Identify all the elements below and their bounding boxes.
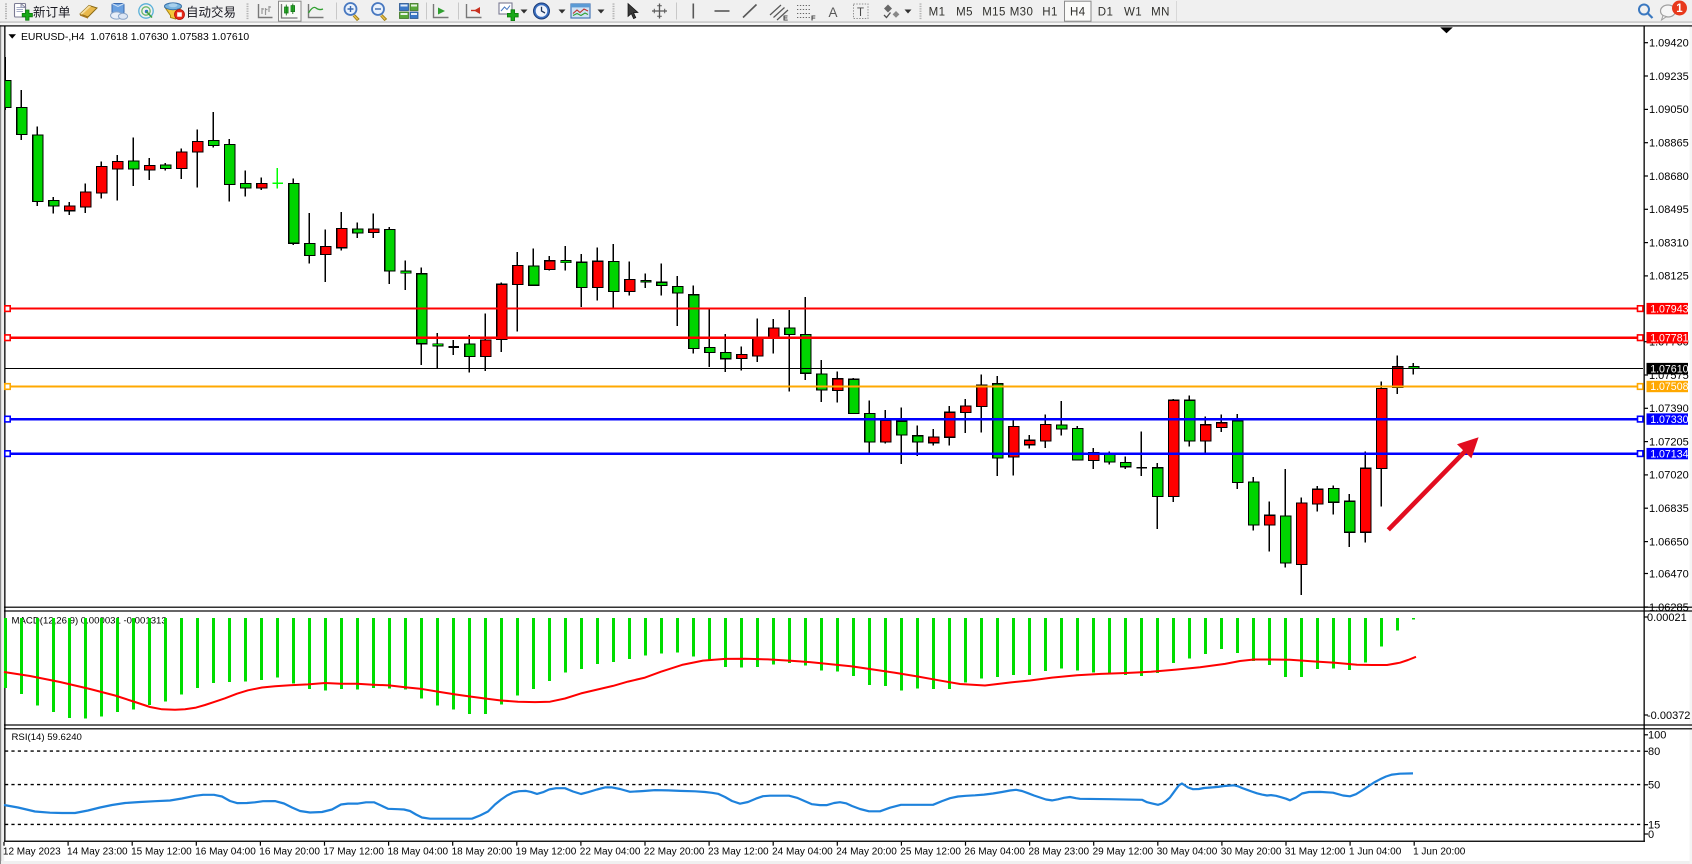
svg-text:15: 15 (1648, 819, 1660, 831)
svg-text:14 May 23:00: 14 May 23:00 (67, 847, 128, 858)
svg-text:1.08125: 1.08125 (1649, 271, 1689, 283)
svg-text:30 May 04:00: 30 May 04:00 (1157, 847, 1218, 858)
svg-text:新订单: 新订单 (33, 4, 71, 19)
svg-text:1.07134: 1.07134 (1650, 448, 1688, 460)
svg-text:17 May 12:00: 17 May 12:00 (323, 847, 384, 858)
svg-text:1.07943: 1.07943 (1650, 303, 1688, 315)
svg-text:H1: H1 (1042, 6, 1058, 18)
svg-text:18 May 20:00: 18 May 20:00 (452, 847, 513, 858)
svg-text:1.07781: 1.07781 (1650, 332, 1688, 344)
svg-text:H4: H4 (1070, 6, 1086, 18)
svg-text:1.09235: 1.09235 (1649, 71, 1689, 83)
svg-text:1.08310: 1.08310 (1649, 237, 1689, 249)
svg-text:1.07205: 1.07205 (1649, 436, 1689, 448)
svg-text:T: T (857, 7, 864, 19)
svg-text:1.08865: 1.08865 (1649, 138, 1689, 150)
svg-text:1.06650: 1.06650 (1649, 536, 1689, 548)
svg-text:1.07610: 1.07610 (1650, 363, 1688, 375)
svg-text:1.07390: 1.07390 (1649, 403, 1689, 415)
svg-text:30 May 20:00: 30 May 20:00 (1221, 847, 1282, 858)
svg-text:18 May 04:00: 18 May 04:00 (388, 847, 449, 858)
svg-text:自动交易: 自动交易 (186, 4, 236, 19)
svg-text:M1: M1 (929, 6, 946, 18)
svg-text:1.07508: 1.07508 (1650, 381, 1688, 393)
svg-text:M5: M5 (956, 6, 973, 18)
svg-text:24 May 04:00: 24 May 04:00 (772, 847, 833, 858)
svg-text:EURUSD-,H4 1.07618 1.07630 1.: EURUSD-,H4 1.07618 1.07630 1.07583 1.076… (21, 32, 249, 43)
svg-text:D1: D1 (1098, 6, 1114, 18)
svg-text:E: E (783, 14, 788, 23)
svg-text:A: A (829, 5, 838, 20)
svg-text:MN: MN (1151, 6, 1170, 18)
svg-text:M15: M15 (982, 6, 1006, 18)
svg-text:1.08495: 1.08495 (1649, 204, 1689, 216)
svg-text:RSI(14) 59.6240: RSI(14) 59.6240 (12, 732, 82, 743)
svg-text:16 May 04:00: 16 May 04:00 (195, 847, 256, 858)
svg-text:1.08680: 1.08680 (1649, 171, 1689, 183)
svg-text:26 May 04:00: 26 May 04:00 (964, 847, 1025, 858)
svg-text:1: 1 (1676, 3, 1683, 15)
svg-text:1.07330: 1.07330 (1650, 414, 1688, 426)
svg-text:0.00021: 0.00021 (1647, 612, 1687, 624)
svg-text:29 May 12:00: 29 May 12:00 (1093, 847, 1154, 858)
svg-text:F: F (811, 14, 816, 23)
svg-text:1.06835: 1.06835 (1649, 503, 1689, 515)
svg-text:-0.00372: -0.00372 (1647, 710, 1690, 722)
svg-text:1.07020: 1.07020 (1649, 470, 1689, 482)
svg-text:15 May 12:00: 15 May 12:00 (131, 847, 192, 858)
svg-text:100: 100 (1648, 730, 1666, 742)
svg-text:16 May 20:00: 16 May 20:00 (259, 847, 320, 858)
svg-text:0: 0 (1648, 829, 1654, 841)
svg-text:12 May 2023: 12 May 2023 (3, 847, 61, 858)
svg-text:MACD(12,26,9) 0.000031 -0.0013: MACD(12,26,9) 0.000031 -0.001313 (12, 616, 167, 627)
svg-text:1.06285: 1.06285 (1649, 602, 1689, 614)
svg-text:28 May 23:00: 28 May 23:00 (1029, 847, 1090, 858)
svg-text:80: 80 (1648, 746, 1660, 758)
svg-text:M30: M30 (1010, 6, 1034, 18)
svg-text:25 May 12:00: 25 May 12:00 (900, 847, 961, 858)
svg-text:1.09050: 1.09050 (1649, 104, 1689, 116)
svg-text:50: 50 (1648, 780, 1660, 792)
svg-text:1 Jun 04:00: 1 Jun 04:00 (1349, 847, 1402, 858)
svg-text:1.09420: 1.09420 (1649, 38, 1689, 50)
svg-text:22 May 04:00: 22 May 04:00 (580, 847, 641, 858)
svg-text:31 May 12:00: 31 May 12:00 (1285, 847, 1346, 858)
svg-text:24 May 20:00: 24 May 20:00 (836, 847, 897, 858)
svg-text:19 May 12:00: 19 May 12:00 (516, 847, 577, 858)
svg-text:W1: W1 (1124, 6, 1142, 18)
svg-text:1 Jun 20:00: 1 Jun 20:00 (1413, 847, 1466, 858)
svg-text:1.06470: 1.06470 (1649, 568, 1689, 580)
svg-text:22 May 20:00: 22 May 20:00 (644, 847, 705, 858)
svg-text:23 May 12:00: 23 May 12:00 (708, 847, 769, 858)
